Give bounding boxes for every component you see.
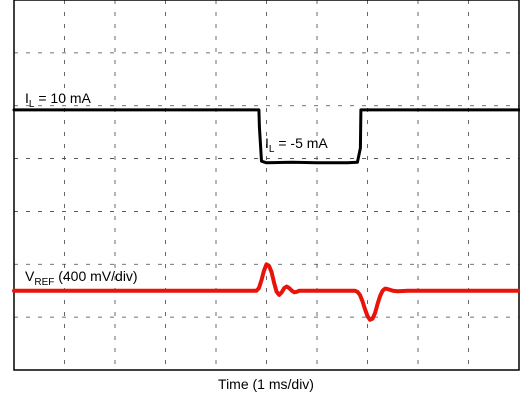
x-axis-label: Time (1 ms/div) [218,376,314,392]
series-label-load-current: IL = 10 mA [25,90,92,110]
series-label-vref: VREF (400 mV/div) [25,268,138,288]
plot-frame [13,0,520,371]
traces [12,108,520,322]
series-line-vref [12,262,520,322]
annotation-load-current-step: IL = -5 mA [265,135,328,155]
series-line-load-current [12,108,520,165]
grid [14,0,519,370]
